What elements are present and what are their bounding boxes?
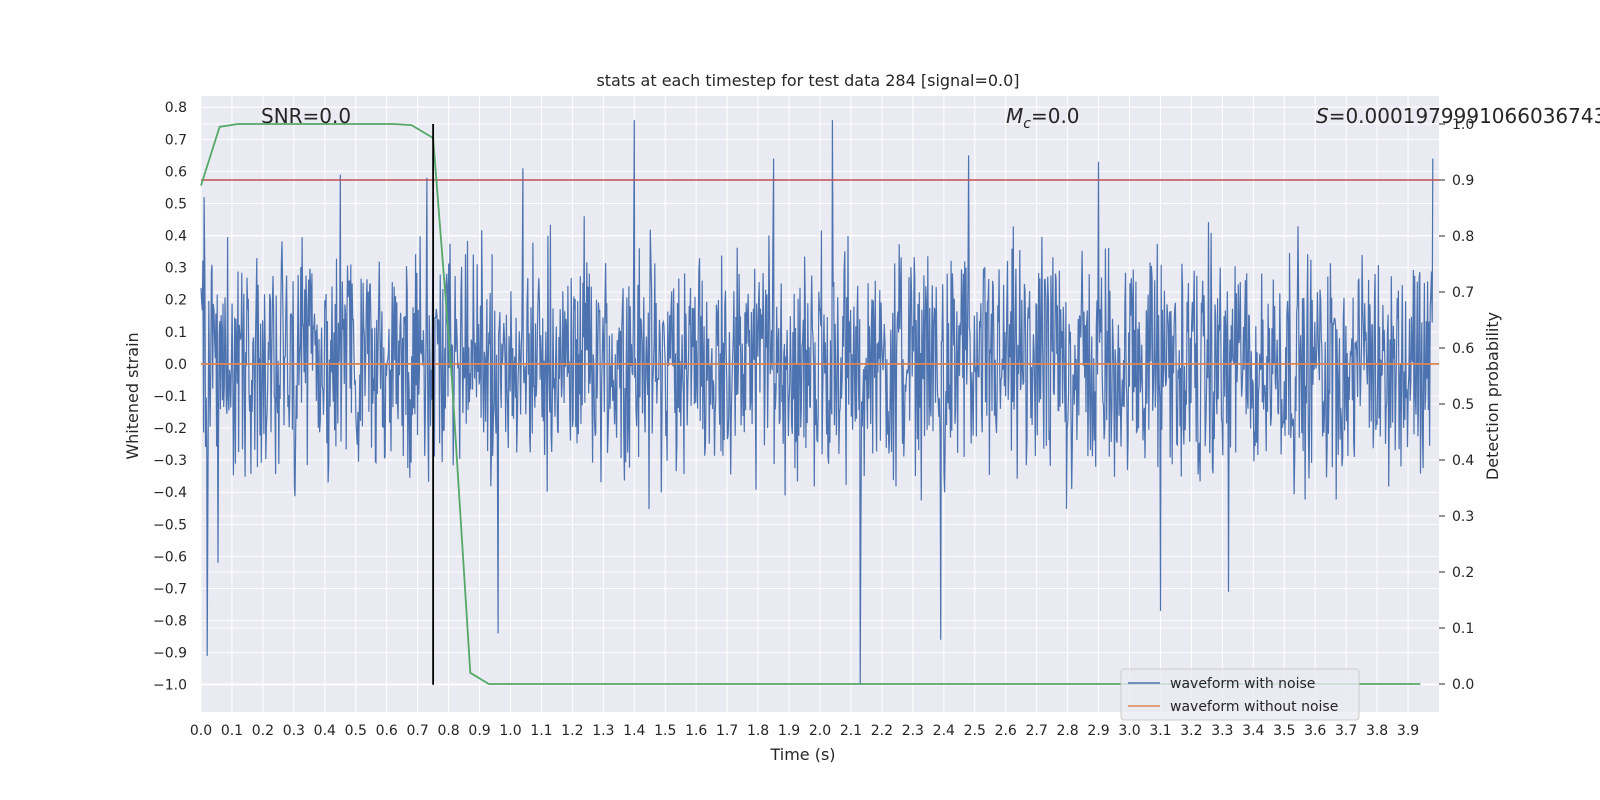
x-tick-label: 1.0 <box>499 723 521 739</box>
chart-title: stats at each timestep for test data 284… <box>596 71 1019 90</box>
y2-tick-label: 0.3 <box>1452 509 1474 525</box>
x-tick-label: 2.6 <box>995 723 1017 739</box>
x-tick-label: 1.9 <box>778 723 800 739</box>
y-axis-label: Whitened strain <box>123 332 142 459</box>
x-tick-label: 2.4 <box>933 723 955 739</box>
x-tick-label: 1.2 <box>561 723 583 739</box>
y2-tick-label: 0.0 <box>1452 677 1474 693</box>
x-tick-label: 1.7 <box>716 723 738 739</box>
x-tick-label: 1.1 <box>530 723 552 739</box>
y-tick-label: 0.0 <box>165 357 187 373</box>
x-tick-labels: 0.0 0.1 0.2 0.3 0.4 0.5 0.6 0.7 0.8 0.9 1.0 1.1 1.2 1… <box>190 723 1419 739</box>
y-tick-label: −0.6 <box>153 549 187 565</box>
y-tick-label: 0.7 <box>165 132 187 148</box>
y2-tick-label: 0.4 <box>1452 453 1474 469</box>
x-tick-label: 2.2 <box>871 723 893 739</box>
x-tick-label: 0.4 <box>314 723 336 739</box>
y-tick-label: 0.8 <box>165 100 187 116</box>
y-tick-label: −0.7 <box>153 581 187 597</box>
y2-tick-label: 0.7 <box>1452 285 1474 301</box>
y2-tick-label: 0.6 <box>1452 341 1474 357</box>
mc-annotation: Mc=0.0 <box>1006 104 1080 132</box>
x-tick-label: 0.1 <box>221 723 243 739</box>
x-tick-label: 2.0 <box>809 723 831 739</box>
y-tick-label: 0.6 <box>165 164 187 180</box>
y-tick-label: 0.5 <box>165 196 187 212</box>
x-tick-label: 0.3 <box>283 723 305 739</box>
x-tick-label: 0.0 <box>190 723 212 739</box>
noisy-waveform <box>200 120 1434 685</box>
mc-symbol: M <box>1006 104 1023 128</box>
mc-value: =0.0 <box>1031 104 1080 128</box>
x-tick-label: 3.5 <box>1273 723 1295 739</box>
legend-label-noisy: waveform with noise <box>1170 676 1315 692</box>
y-tick-label: −1.0 <box>153 678 187 694</box>
x-tick-label: 1.6 <box>685 723 707 739</box>
y-tick-label: −0.3 <box>153 453 187 469</box>
y-tick-label: −0.5 <box>153 517 187 533</box>
mc-subscript: c <box>1023 116 1031 132</box>
x-tick-label: 1.4 <box>623 723 645 739</box>
x-tick-label: 0.6 <box>376 723 398 739</box>
y2-tick-label: 1.0 <box>1452 117 1474 133</box>
snr-annotation: SNR=0.0 <box>261 104 351 128</box>
x-tick-label: 0.2 <box>252 723 274 739</box>
y-tick-label: 0.1 <box>165 325 187 341</box>
y-tick-label: −0.2 <box>153 421 187 437</box>
grid-layer <box>200 96 1439 712</box>
y-tick-label: 0.4 <box>165 229 187 245</box>
s-annotation: S=0.00019799910660367434 <box>1316 104 1600 128</box>
x-tick-label: 1.8 <box>747 723 769 739</box>
y2-axis-label: Detection probability <box>1483 312 1502 480</box>
x-tick-label: 2.1 <box>840 723 862 739</box>
x-tick-label: 1.5 <box>654 723 676 739</box>
x-tick-label: 0.7 <box>407 723 429 739</box>
y-tick-label: −0.9 <box>153 646 187 662</box>
s-value: =0.00019799910660367434 <box>1329 104 1600 128</box>
x-tick-label: 3.1 <box>1149 723 1171 739</box>
x-tick-label: 3.8 <box>1366 723 1388 739</box>
y2-tick-label: 0.1 <box>1452 621 1474 637</box>
x-tick-label: 2.8 <box>1056 723 1078 739</box>
x-tick-label: 3.9 <box>1397 723 1419 739</box>
x-tick-label: 3.7 <box>1335 723 1357 739</box>
x-axis-label: Time (s) <box>769 745 835 764</box>
x-tick-label: 0.9 <box>468 723 490 739</box>
y2-tick-label: 0.5 <box>1452 397 1474 413</box>
y2-tick-label: 0.2 <box>1452 565 1474 581</box>
legend: waveform with noise waveform without noi… <box>1120 668 1360 721</box>
x-tick-label: 2.3 <box>902 723 924 739</box>
x-tick-label: 3.3 <box>1211 723 1233 739</box>
legend-label-clean: waveform without noise <box>1170 699 1338 715</box>
y-tick-label: −0.1 <box>153 389 187 405</box>
x-tick-label: 2.5 <box>964 723 986 739</box>
x-tick-label: 3.4 <box>1242 723 1264 739</box>
x-tick-label: 0.8 <box>437 723 459 739</box>
legend-box <box>1120 668 1360 721</box>
y-tick-label: −0.8 <box>153 614 187 630</box>
s-symbol: S <box>1316 104 1329 128</box>
y-tick-label: 0.3 <box>165 261 187 277</box>
x-tick-label: 2.7 <box>1026 723 1048 739</box>
y2-tick-labels: 1.0 0.9 0.8 0.7 0.6 0.5 0.4 0.3 0.2 0.1 0.0 <box>1439 117 1474 693</box>
y-tick-label: −0.4 <box>153 485 187 501</box>
y-tick-label: 0.2 <box>165 293 187 309</box>
x-tick-label: 2.9 <box>1087 723 1109 739</box>
x-tick-label: 0.5 <box>345 723 367 739</box>
x-tick-label: 3.0 <box>1118 723 1140 739</box>
x-tick-label: 3.2 <box>1180 723 1202 739</box>
detection-probability-line <box>200 123 1421 685</box>
x-tick-label: 1.3 <box>592 723 614 739</box>
x-tick-label: 3.6 <box>1304 723 1326 739</box>
noisy-waveform-line <box>200 120 1434 685</box>
y2-tick-label: 0.9 <box>1452 173 1474 189</box>
y2-tick-label: 0.8 <box>1452 229 1474 245</box>
series-lines <box>200 123 1439 685</box>
y-tick-labels: 0.8 0.7 0.6 0.5 0.4 0.3 0.2 0.1 0.0 −0.1 −0.2 −0.3 −… <box>153 100 187 694</box>
